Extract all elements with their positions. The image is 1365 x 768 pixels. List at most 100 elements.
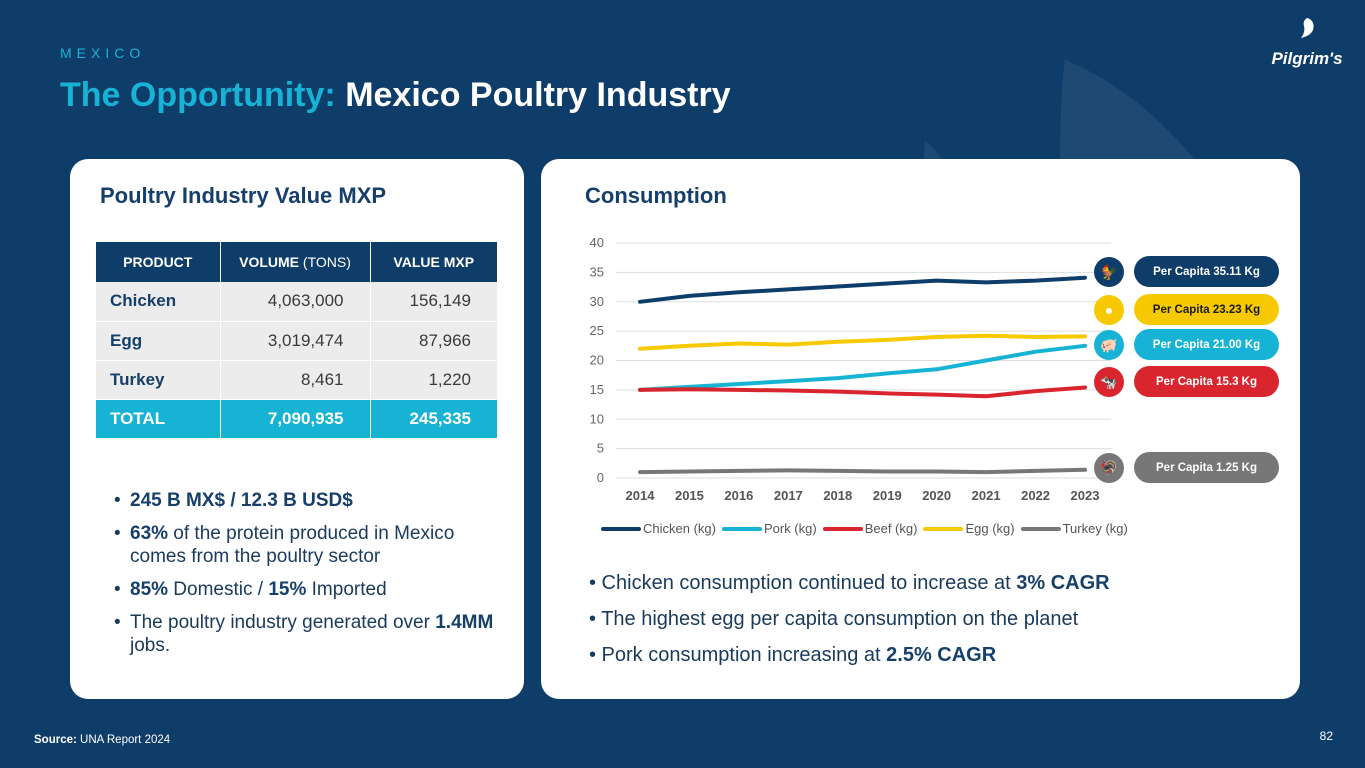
cell-total-volume: 7,090,935 [220,399,371,439]
logo-text: Pilgrim's [1271,49,1343,68]
y-tick-label: 30 [590,294,604,309]
egg-icon: ● [1094,295,1124,325]
x-tick-label: 2016 [724,488,753,503]
company-logo: Pilgrim's [1267,16,1347,68]
per-capita-label: Per Capita 15.3 Kg [1134,366,1279,397]
bullet-imported-text: Imported [306,579,387,600]
legend-item: Pork (kg) [721,521,817,536]
cell-product: Egg [96,321,221,361]
cell-product: Turkey [96,360,221,400]
per-capita-label: Per Capita 35.11 Kg [1134,256,1279,287]
poultry-value-card: Poultry Industry Value MXP PRODUCT VOLUM… [70,159,524,699]
bullet-domestic-pct: 85% [130,579,169,600]
series-line-turkey [638,467,1087,475]
x-tick-label: 2019 [873,488,902,503]
series-line-egg [638,333,1087,351]
bullet-jobs-text: The poultry industry generated over [130,612,436,633]
cow-icon: 🐄 [1094,367,1124,397]
consumption-title: Consumption [585,183,727,208]
y-tick-label: 35 [590,264,604,279]
series-line-beef [638,385,1087,399]
chicken-icon: 🐓 [1094,257,1124,287]
page-title-accent: The Opportunity: [60,76,336,114]
eyebrow-label: MEXICO [60,45,146,61]
page-number: 82 [1319,729,1333,743]
x-tick-label: 2014 [626,488,656,503]
bullet-protein-pct: 63% [130,523,169,544]
y-tick-label: 10 [590,411,604,426]
cell-value: 156,149 [370,282,498,322]
legend-item: Turkey (kg) [1020,521,1128,536]
bullet-domestic-text: Domestic / [168,579,269,600]
header-product: PRODUCT [96,242,221,282]
bullet-jobs-suffix: jobs. [130,635,171,656]
table-header-row: PRODUCT VOLUME (TONS) VALUE MXP [96,242,498,282]
source-label: Source: [34,734,77,746]
table-total-row: TOTAL 7,090,935 245,335 [96,399,498,439]
per-capita-label: Per Capita 1.25 Kg [1134,452,1279,483]
legend-label: Egg (kg) [965,521,1015,536]
chart-legend: Chicken (kg) Pork (kg) Beef (kg) Egg (kg) Tu… [601,521,1134,536]
logo-bird-icon [1301,18,1314,38]
legend-label: Turkey (kg) [1062,521,1128,536]
consumption-card: Consumption 0 5 10 15 20 25 30 35 40 2014 2015 2016… [541,159,1300,699]
table-row: Turkey 8,461 1,220 [96,360,498,400]
x-tick-label: 2021 [972,488,1001,503]
per-capita-label: Per Capita 23.23 Kg [1134,294,1279,325]
x-tick-label: 2018 [823,488,852,503]
y-tick-label: 0 [597,470,604,485]
legend-label: Chicken (kg) [643,521,716,536]
bullet-protein-text: of the protein produced in Mexico comes … [130,523,455,567]
legend-item: Chicken (kg) [601,521,716,536]
x-tick-label: 2017 [774,488,803,503]
header-volume: VOLUME (TONS) [220,242,371,282]
cell-product: Chicken [96,282,221,322]
legend-swatch [601,526,641,531]
cell-volume: 8,461 [220,360,371,400]
x-tick-label: 2023 [1071,488,1100,503]
consumption-bullets: • Chicken consumption continued to incre… [589,571,1110,679]
table-row: Egg 3,019,474 87,966 [96,321,498,361]
x-tick-label: 2022 [1021,488,1050,503]
y-tick-label: 25 [590,323,604,338]
cell-volume: 4,063,000 [220,282,371,322]
consumption-line-chart: 0 5 10 15 20 25 30 35 40 2014 2015 2016 2017 2018 2019… [590,235,1111,503]
series-line-pork [638,343,1087,392]
x-tick-label: 2020 [922,488,951,503]
legend-label: Beef (kg) [864,521,918,536]
poultry-value-title: Poultry Industry Value MXP [100,183,387,208]
legend-swatch [1020,526,1061,531]
page-title: The Opportunity: Mexico Poultry Industry [60,76,731,115]
bullet-domestic-imported: 85% Domestic / 15% Imported [114,578,514,601]
cell-volume: 3,019,474 [220,321,371,361]
cell-value: 87,966 [370,321,498,361]
legend-swatch [721,526,762,531]
legend-item: Egg (kg) [923,521,1015,536]
poultry-bullets: 245 B MX$ / 12.3 B USD$ 63% of the prote… [114,489,514,667]
x-tick-label: 2015 [675,488,704,503]
bullet-jobs-count: 1.4MM [435,612,494,633]
y-tick-label: 15 [590,382,604,397]
pig-icon: 🐖 [1094,330,1124,360]
y-tick-label: 40 [590,235,604,250]
y-tick-label: 20 [590,353,604,368]
cell-total-value: 245,335 [370,399,498,439]
page-title-rest: Mexico Poultry Industry [335,76,731,114]
y-tick-label: 5 [597,441,604,456]
bullet-pork-text: • Pork consumption increasing at [589,644,887,666]
bullet-protein-share: 63% of the protein produced in Mexico co… [114,522,514,568]
turkey-icon: 🦃 [1094,453,1124,483]
cell-value: 1,220 [370,360,498,400]
header-volume-unit: (TONS) [302,254,351,270]
header-value: VALUE MXP [370,242,498,282]
series-line-chicken [638,275,1087,304]
bullet-pork-cagr: • Pork consumption increasing at 2.5% CA… [589,643,1110,667]
source-text: UNA Report 2024 [76,734,171,746]
bullet-pork-cagr-value: 2.5% CAGR [886,644,997,666]
legend-swatch [923,526,964,531]
bullet-value: 245 B MX$ / 12.3 B USD$ [114,489,514,512]
bullet-chicken-text: • Chicken consumption continued to incre… [589,572,1017,594]
poultry-value-table: PRODUCT VOLUME (TONS) VALUE MXP Chicken … [96,242,498,439]
legend-label: Pork (kg) [763,521,817,536]
legend-swatch [822,526,863,531]
